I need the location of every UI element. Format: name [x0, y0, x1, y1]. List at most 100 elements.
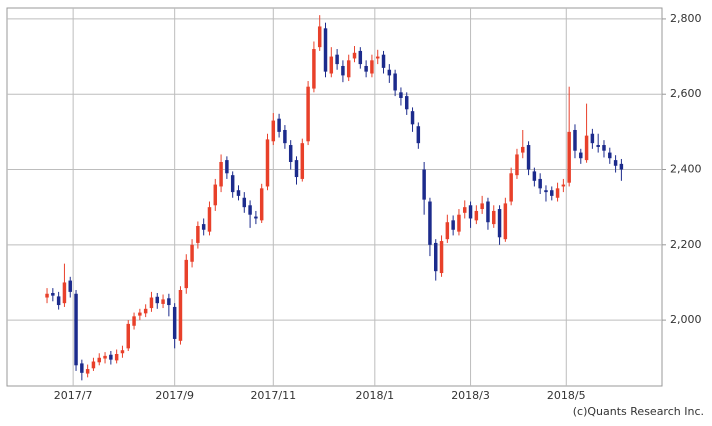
candle-body: [277, 118, 281, 132]
candle-body: [439, 241, 444, 274]
candle-body: [178, 289, 183, 341]
candle-body: [584, 135, 589, 161]
candle-body: [515, 154, 519, 176]
x-tick-label: 2017/7: [54, 389, 93, 402]
candle-body: [259, 188, 264, 221]
candle-body: [503, 203, 508, 240]
candle-body: [602, 145, 606, 151]
candle-body: [352, 52, 357, 59]
candle-body: [480, 203, 484, 210]
x-tick-label: 2018/5: [547, 389, 586, 402]
candle-body: [114, 353, 119, 361]
candle-body: [120, 350, 125, 354]
x-tick-label: 2017/11: [250, 389, 296, 402]
candle-body: [294, 160, 299, 178]
candle-body: [346, 60, 351, 78]
candle-body: [399, 92, 403, 98]
candle-body: [172, 306, 177, 339]
candle-body: [254, 216, 258, 219]
y-tick-label: 2,200: [670, 238, 702, 251]
candle-body: [375, 56, 380, 59]
candle-body: [68, 280, 72, 292]
plot-frame: [6, 7, 663, 387]
candle-body: [358, 50, 363, 65]
candle-body: [532, 171, 537, 181]
candle-body: [608, 152, 612, 159]
candle-body: [404, 96, 409, 110]
candle-body: [567, 131, 571, 183]
candle-body: [306, 86, 310, 142]
candle-body: [213, 184, 218, 206]
candle-body: [509, 173, 513, 202]
candle-body: [544, 190, 548, 193]
candle-body: [329, 56, 334, 74]
candle-body: [497, 209, 502, 238]
candle-body: [555, 188, 560, 198]
candle-body: [91, 361, 96, 369]
candle-body: [184, 259, 189, 289]
candle-body: [317, 26, 322, 48]
candle-body: [335, 54, 339, 65]
candle-body: [155, 296, 160, 304]
candle-body: [80, 363, 84, 373]
candle-body: [323, 28, 328, 72]
candle-body: [550, 190, 554, 196]
candle-body: [248, 205, 252, 215]
candle-body: [196, 225, 200, 243]
candle-body: [463, 207, 467, 213]
candle-body: [126, 323, 130, 349]
candle-body: [370, 60, 374, 74]
candle-body: [538, 178, 542, 189]
candle-body: [468, 205, 473, 219]
candle-body: [300, 143, 305, 179]
x-tick-label: 2018/1: [355, 389, 394, 402]
candle-body: [422, 169, 426, 200]
candle-body: [416, 126, 421, 144]
candle-body: [132, 316, 136, 326]
candle-body: [85, 369, 90, 374]
candle-body: [143, 308, 148, 314]
y-tick-label: 2,600: [670, 87, 702, 100]
candle-body: [445, 222, 450, 240]
candle-body: [579, 152, 583, 159]
x-tick-label: 2017/9: [155, 389, 194, 402]
candle-body: [364, 65, 368, 72]
candle-body: [341, 65, 345, 76]
candle-body: [521, 146, 525, 153]
candle-body: [474, 210, 479, 221]
candle-body: [62, 282, 67, 304]
candle-body: [526, 145, 531, 170]
candle-body: [45, 293, 49, 298]
candle-body: [573, 129, 577, 151]
candle-body: [410, 111, 415, 125]
candle-body: [236, 190, 241, 196]
candle-body: [97, 357, 101, 363]
candle-body: [149, 297, 154, 309]
candle-body: [381, 54, 386, 68]
candle-body: [56, 296, 61, 306]
candle-body: [219, 161, 223, 187]
candle-body: [74, 293, 78, 366]
candle-body: [428, 201, 432, 245]
candle-body: [433, 242, 438, 272]
candle-body: [486, 201, 490, 223]
candle-body: [201, 224, 206, 230]
candle-body: [283, 129, 287, 144]
candle-body: [138, 312, 142, 316]
candle-body: [51, 293, 55, 296]
candle-body: [387, 69, 392, 76]
candle-body: [312, 49, 316, 89]
candle-body: [167, 298, 171, 306]
candle-body: [230, 175, 235, 193]
candle-body: [103, 355, 107, 359]
candle-body: [393, 73, 397, 91]
candle-body: [161, 299, 165, 304]
x-tick-label: 2018/3: [451, 389, 490, 402]
candle-body: [271, 120, 276, 142]
candle-body: [561, 184, 566, 187]
candle-body: [451, 220, 455, 230]
candle-body: [190, 244, 194, 262]
candle-body: [288, 145, 293, 162]
candle-body: [613, 160, 618, 166]
